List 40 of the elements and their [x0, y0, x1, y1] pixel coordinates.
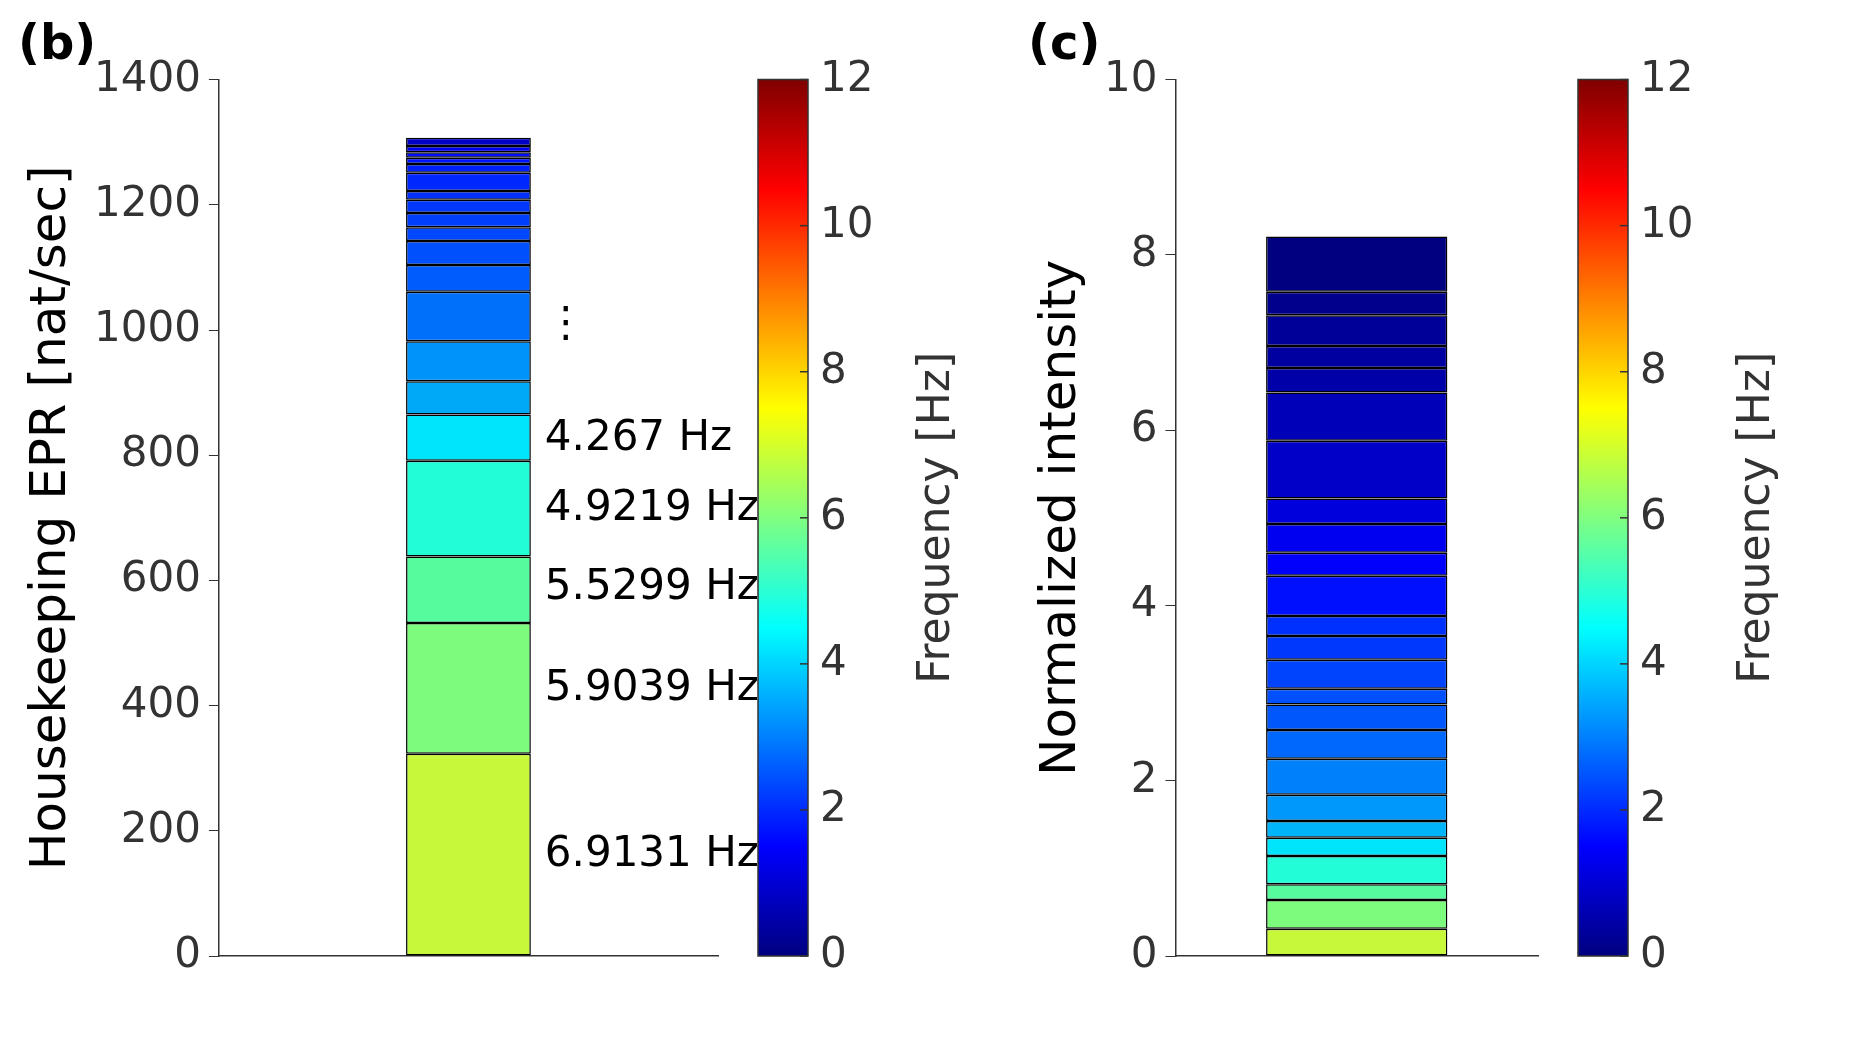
- annotation: 4.9219 Hz: [544, 480, 759, 530]
- y-tick-label: 400: [120, 677, 201, 727]
- color-bar-label: 10: [1640, 197, 1694, 247]
- y-tick-label: 4: [1130, 577, 1158, 627]
- annotation: 5.9039 Hz: [544, 660, 759, 710]
- color-bar-title: Frequency [Hz]: [908, 351, 960, 684]
- color-bar-label: 8: [820, 343, 847, 393]
- color-bar-label: 2: [1640, 781, 1667, 831]
- color-bar-label: 4: [820, 635, 847, 685]
- annotation: 5.5299 Hz: [544, 559, 759, 609]
- color-bar-label: 8: [1640, 343, 1667, 393]
- y-tick-label: 200: [120, 802, 201, 852]
- y-tick-label: 1400: [94, 51, 201, 101]
- y-tick-label: 1200: [94, 176, 201, 226]
- y-tick-label: 2: [1130, 752, 1158, 802]
- color-bar-label: 2: [820, 781, 847, 831]
- color-bar-label: 12: [820, 51, 874, 101]
- color-bar-label: 10: [820, 197, 874, 247]
- color-bar-label: 12: [1640, 51, 1694, 101]
- y-tick-label: 6: [1130, 402, 1158, 452]
- y-axis-title: Normalized intensity: [1028, 259, 1087, 776]
- y-tick-label: 0: [174, 927, 201, 977]
- y-tick-label: 600: [120, 552, 201, 602]
- chart-title: (c): [1028, 14, 1101, 71]
- annotation: 4.267 Hz: [544, 410, 733, 460]
- y-tick-label: 800: [120, 427, 201, 477]
- color-bar-label: 0: [820, 927, 847, 977]
- color-bar-label: 0: [1640, 927, 1667, 977]
- annotation: 6.9131 Hz: [544, 827, 759, 877]
- y-tick-label: 10: [1103, 51, 1158, 101]
- color-bar-label: 6: [1640, 489, 1667, 539]
- y-axis-title: Housekeeping EPR [nat/sec]: [18, 165, 77, 871]
- y-tick-label: 1000: [94, 301, 201, 351]
- color-bar-title: Frequency [Hz]: [1728, 351, 1780, 684]
- color-bar-label: 4: [1640, 635, 1667, 685]
- chart-title: (b): [18, 14, 97, 71]
- color-bar-label: 6: [820, 489, 847, 539]
- annotation: ⋮: [544, 296, 587, 346]
- y-tick-label: 8: [1130, 226, 1158, 276]
- y-tick-label: 0: [1130, 927, 1158, 977]
